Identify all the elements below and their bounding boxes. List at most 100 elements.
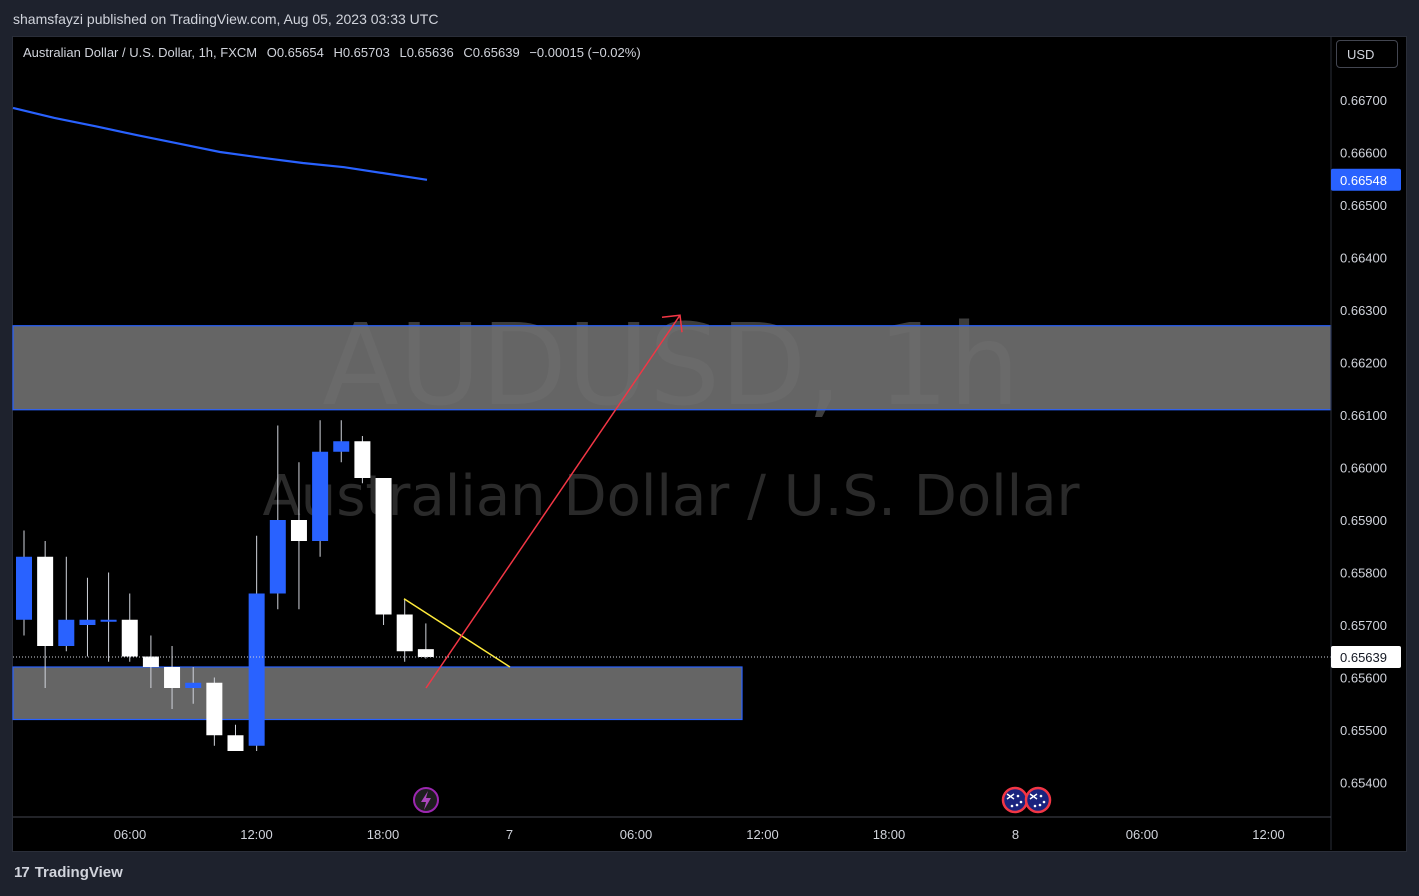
time-tick-label: 7 xyxy=(506,827,513,842)
candle-body xyxy=(312,451,329,541)
candle-body xyxy=(333,441,350,452)
flag-star xyxy=(1019,800,1023,804)
candle-body xyxy=(37,556,54,646)
flag-circle xyxy=(1024,786,1052,814)
price-tick-label: 0.65800 xyxy=(1340,566,1387,581)
time-tick-label: 12:00 xyxy=(746,827,779,842)
candle[interactable] xyxy=(354,436,371,484)
support-zone[interactable] xyxy=(12,666,743,721)
price-tick-label: 0.66400 xyxy=(1340,251,1387,266)
resistance-zone[interactable] xyxy=(12,325,1332,411)
price-tick-label: 0.65500 xyxy=(1340,723,1387,738)
candle-body xyxy=(79,619,96,625)
candle[interactable] xyxy=(248,535,265,751)
candle[interactable] xyxy=(290,462,307,610)
flag-star xyxy=(1038,803,1042,807)
candle[interactable] xyxy=(206,677,223,746)
flag-star xyxy=(1016,794,1020,798)
price-tick-label: 0.66000 xyxy=(1340,461,1387,476)
tradingview-logo-icon: 17 xyxy=(14,864,30,881)
candle-body xyxy=(164,667,181,688)
arrow-drawing[interactable] xyxy=(425,314,681,689)
candle-body xyxy=(269,520,286,594)
time-tick-label: 12:00 xyxy=(240,827,273,842)
candle-body xyxy=(16,556,32,620)
australia-flag-icon[interactable] xyxy=(1001,786,1029,814)
candle[interactable] xyxy=(100,572,117,662)
legend-high-label: H xyxy=(333,45,343,60)
candle-body xyxy=(248,593,265,746)
arrow-head-icon xyxy=(661,314,683,333)
candle-body xyxy=(100,619,117,622)
price-tick-label: 0.66600 xyxy=(1340,146,1387,161)
time-tick-label: 06:00 xyxy=(114,827,147,842)
candle[interactable] xyxy=(185,667,202,704)
flag-star xyxy=(1033,804,1037,808)
candle[interactable] xyxy=(312,420,329,557)
candle-body xyxy=(185,682,202,688)
publisher-line: shamsfayzi published on TradingView.com,… xyxy=(13,11,439,27)
last-price-label: 0.65639 xyxy=(1340,650,1387,665)
candle-body xyxy=(121,619,138,657)
time-tick-label: 06:00 xyxy=(1126,827,1159,842)
watermark-description: Australian Dollar / U.S. Dollar xyxy=(262,464,1080,529)
candle[interactable] xyxy=(121,593,138,662)
candle-body xyxy=(375,478,392,615)
trend-line-drawing[interactable] xyxy=(403,598,511,668)
price-tick-label: 0.65600 xyxy=(1340,671,1387,686)
price-tick-label: 0.65900 xyxy=(1340,513,1387,528)
candle[interactable] xyxy=(142,635,159,689)
legend-open: 0.65654 xyxy=(276,45,324,60)
price-tick-label: 0.66300 xyxy=(1340,303,1387,318)
legend-low: 0.65636 xyxy=(406,45,454,60)
price-tick-label: 0.66700 xyxy=(1340,93,1387,108)
candle-body xyxy=(227,735,244,751)
legend-title: Australian Dollar / U.S. Dollar, 1h, FXC… xyxy=(23,45,258,60)
flag-star xyxy=(1015,803,1019,807)
chart-legend: Australian Dollar / U.S. Dollar, 1h, FXC… xyxy=(23,45,647,60)
tradingview-logo-text: TradingView xyxy=(34,864,123,881)
candle[interactable] xyxy=(375,478,392,625)
legend-low-label: L xyxy=(399,45,407,60)
candle-body xyxy=(206,682,223,736)
footer xyxy=(0,852,1419,896)
currency-button[interactable]: USD xyxy=(1336,40,1398,68)
candle[interactable] xyxy=(227,724,244,751)
price-tick-label: 0.66200 xyxy=(1340,356,1387,371)
candle-body xyxy=(142,656,159,667)
candle[interactable] xyxy=(79,577,96,657)
flag-star xyxy=(1010,804,1014,808)
time-tick-label: 06:00 xyxy=(620,827,653,842)
candle-body xyxy=(417,649,434,658)
time-tick-label: 18:00 xyxy=(873,827,906,842)
lightning-icon[interactable] xyxy=(413,787,439,813)
candle[interactable] xyxy=(58,556,75,652)
legend-close-label: C xyxy=(463,45,473,60)
candle[interactable] xyxy=(37,541,54,688)
candle[interactable] xyxy=(269,425,286,610)
price-tick-label: 0.65700 xyxy=(1340,618,1387,633)
flag-star xyxy=(1039,794,1043,798)
moving-average-line[interactable] xyxy=(12,106,428,181)
time-tick-label: 8 xyxy=(1012,827,1019,842)
ma-price-label: 0.66548 xyxy=(1340,173,1387,188)
tradingview-logo[interactable]: 17 TradingView xyxy=(14,864,123,881)
ma-price-badge xyxy=(1331,168,1401,191)
legend-high: 0.65703 xyxy=(342,45,390,60)
candle[interactable] xyxy=(333,420,350,463)
flag-star xyxy=(1042,800,1046,804)
candle[interactable] xyxy=(417,623,434,659)
legend-close: 0.65639 xyxy=(472,45,520,60)
candle-body xyxy=(354,441,371,478)
candle-body xyxy=(58,619,75,646)
candle[interactable] xyxy=(164,646,181,709)
legend-open-label: O xyxy=(266,45,277,60)
candle[interactable] xyxy=(396,598,413,662)
time-tick-label: 12:00 xyxy=(1252,827,1285,842)
candle-body xyxy=(396,614,413,652)
time-tick-label: 18:00 xyxy=(367,827,400,842)
flag-circle xyxy=(1001,786,1029,814)
australia-flag-icon[interactable] xyxy=(1024,786,1052,814)
candle[interactable] xyxy=(16,530,32,636)
